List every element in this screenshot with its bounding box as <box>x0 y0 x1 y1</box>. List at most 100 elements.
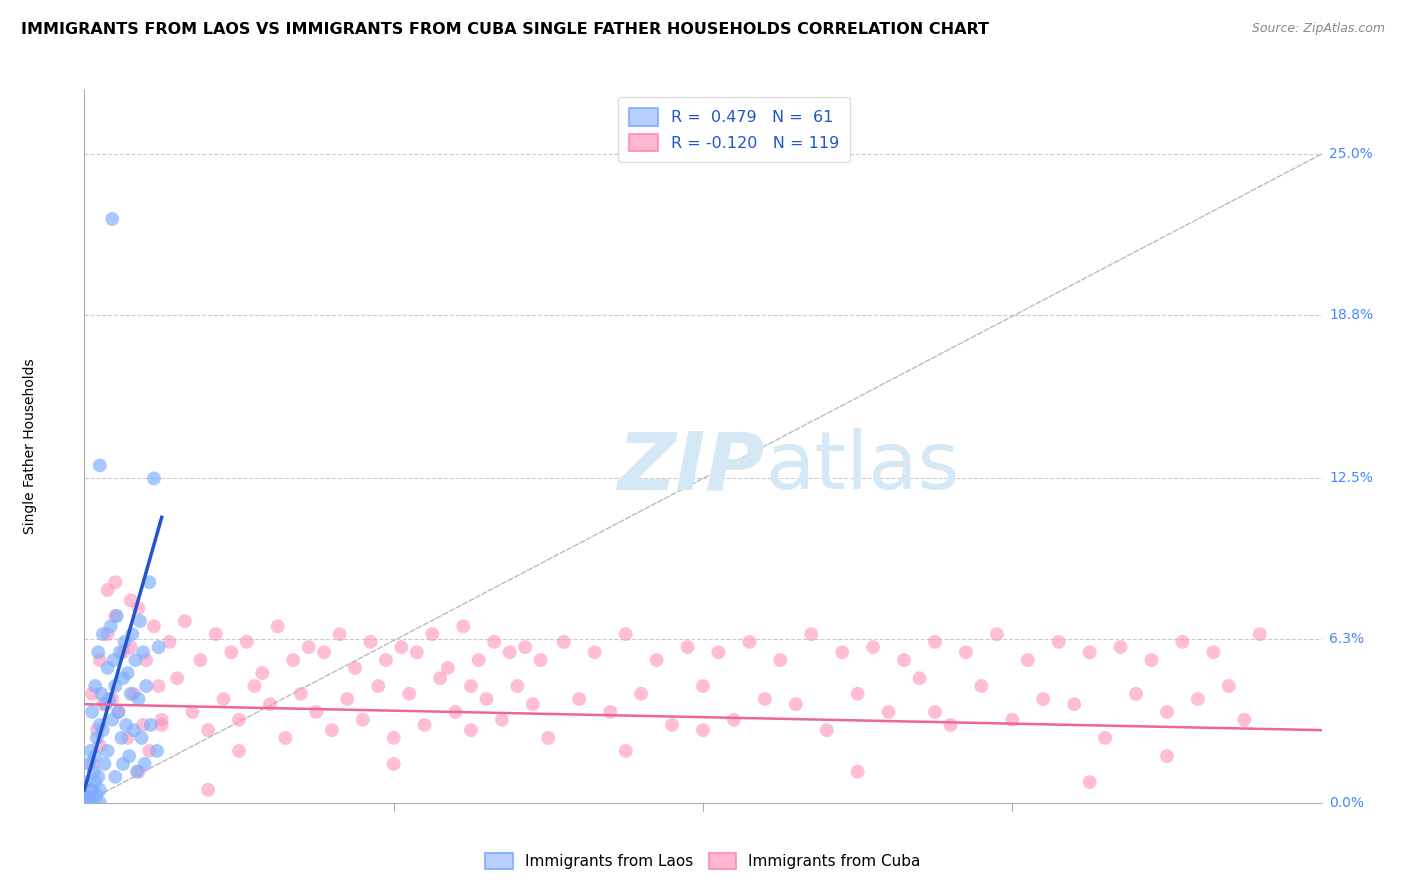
Text: atlas: atlas <box>765 428 959 507</box>
Point <box>769 653 792 667</box>
Point <box>82 782 104 797</box>
Point <box>800 627 823 641</box>
Point <box>94 697 117 711</box>
Point <box>117 731 139 745</box>
Point <box>1032 692 1054 706</box>
Point <box>86 788 108 802</box>
Point <box>228 713 250 727</box>
Point <box>692 723 714 738</box>
Point <box>96 661 118 675</box>
Point <box>614 744 637 758</box>
Point <box>437 661 460 675</box>
Point <box>738 635 761 649</box>
Point <box>120 687 142 701</box>
Point <box>91 627 114 641</box>
Point <box>250 666 273 681</box>
Point <box>344 661 367 675</box>
Point <box>82 756 104 771</box>
Point <box>148 679 170 693</box>
Point <box>181 705 204 719</box>
Point <box>104 575 127 590</box>
Point <box>82 782 104 797</box>
Text: 0.0%: 0.0% <box>1330 796 1364 810</box>
Point <box>124 653 146 667</box>
Point <box>104 770 127 784</box>
Point <box>290 687 312 701</box>
Point <box>89 739 111 753</box>
Point <box>122 687 145 701</box>
Point <box>96 582 118 597</box>
Point <box>205 627 228 641</box>
Point <box>1140 653 1163 667</box>
Point <box>908 671 931 685</box>
Point <box>79 744 101 758</box>
Text: 25.0%: 25.0% <box>1330 147 1374 161</box>
Legend: Immigrants from Laos, Immigrants from Cuba: Immigrants from Laos, Immigrants from Cu… <box>479 847 927 875</box>
Point <box>1047 635 1070 649</box>
Point <box>77 756 100 771</box>
Point <box>522 697 544 711</box>
Point <box>444 705 467 719</box>
Point <box>661 718 683 732</box>
Point <box>614 627 637 641</box>
Text: Source: ZipAtlas.com: Source: ZipAtlas.com <box>1251 22 1385 36</box>
Point <box>460 723 482 738</box>
Point <box>939 718 962 732</box>
Point <box>274 731 297 745</box>
Point <box>101 692 124 706</box>
Point <box>599 705 621 719</box>
Point <box>107 705 129 719</box>
Point <box>1017 653 1039 667</box>
Point <box>121 627 143 641</box>
Point <box>228 744 250 758</box>
Point <box>924 705 946 719</box>
Point <box>281 653 305 667</box>
Point <box>148 640 170 654</box>
Point <box>82 687 104 701</box>
Point <box>1218 679 1240 693</box>
Point <box>305 705 328 719</box>
Point <box>955 645 977 659</box>
Point <box>499 645 522 659</box>
Point <box>107 705 129 719</box>
Point <box>1094 731 1116 745</box>
Point <box>98 692 121 706</box>
Point <box>146 744 169 758</box>
Point <box>529 653 551 667</box>
Point <box>89 653 111 667</box>
Point <box>267 619 290 633</box>
Point <box>77 793 100 807</box>
Point <box>382 756 405 771</box>
Point <box>127 692 149 706</box>
Point <box>104 679 127 693</box>
Point <box>86 723 108 738</box>
Point <box>127 601 149 615</box>
Point <box>112 671 135 685</box>
Point <box>131 731 153 745</box>
Point <box>132 718 155 732</box>
Point <box>138 575 160 590</box>
Point <box>150 718 173 732</box>
Point <box>197 723 219 738</box>
Text: ZIP: ZIP <box>617 428 765 507</box>
Point <box>150 713 173 727</box>
Point <box>707 645 730 659</box>
Point <box>382 731 405 745</box>
Point <box>537 731 560 745</box>
Point <box>785 697 807 711</box>
Point <box>1171 635 1194 649</box>
Point <box>1001 713 1024 727</box>
Point <box>96 627 118 641</box>
Point <box>101 211 124 226</box>
Point <box>84 679 107 693</box>
Point <box>321 723 343 738</box>
Point <box>118 749 141 764</box>
Point <box>83 796 105 810</box>
Point <box>352 713 374 727</box>
Point <box>298 640 321 654</box>
Point <box>329 627 352 641</box>
Point <box>89 458 111 473</box>
Point <box>491 713 513 727</box>
Point <box>413 718 436 732</box>
Point <box>1156 705 1178 719</box>
